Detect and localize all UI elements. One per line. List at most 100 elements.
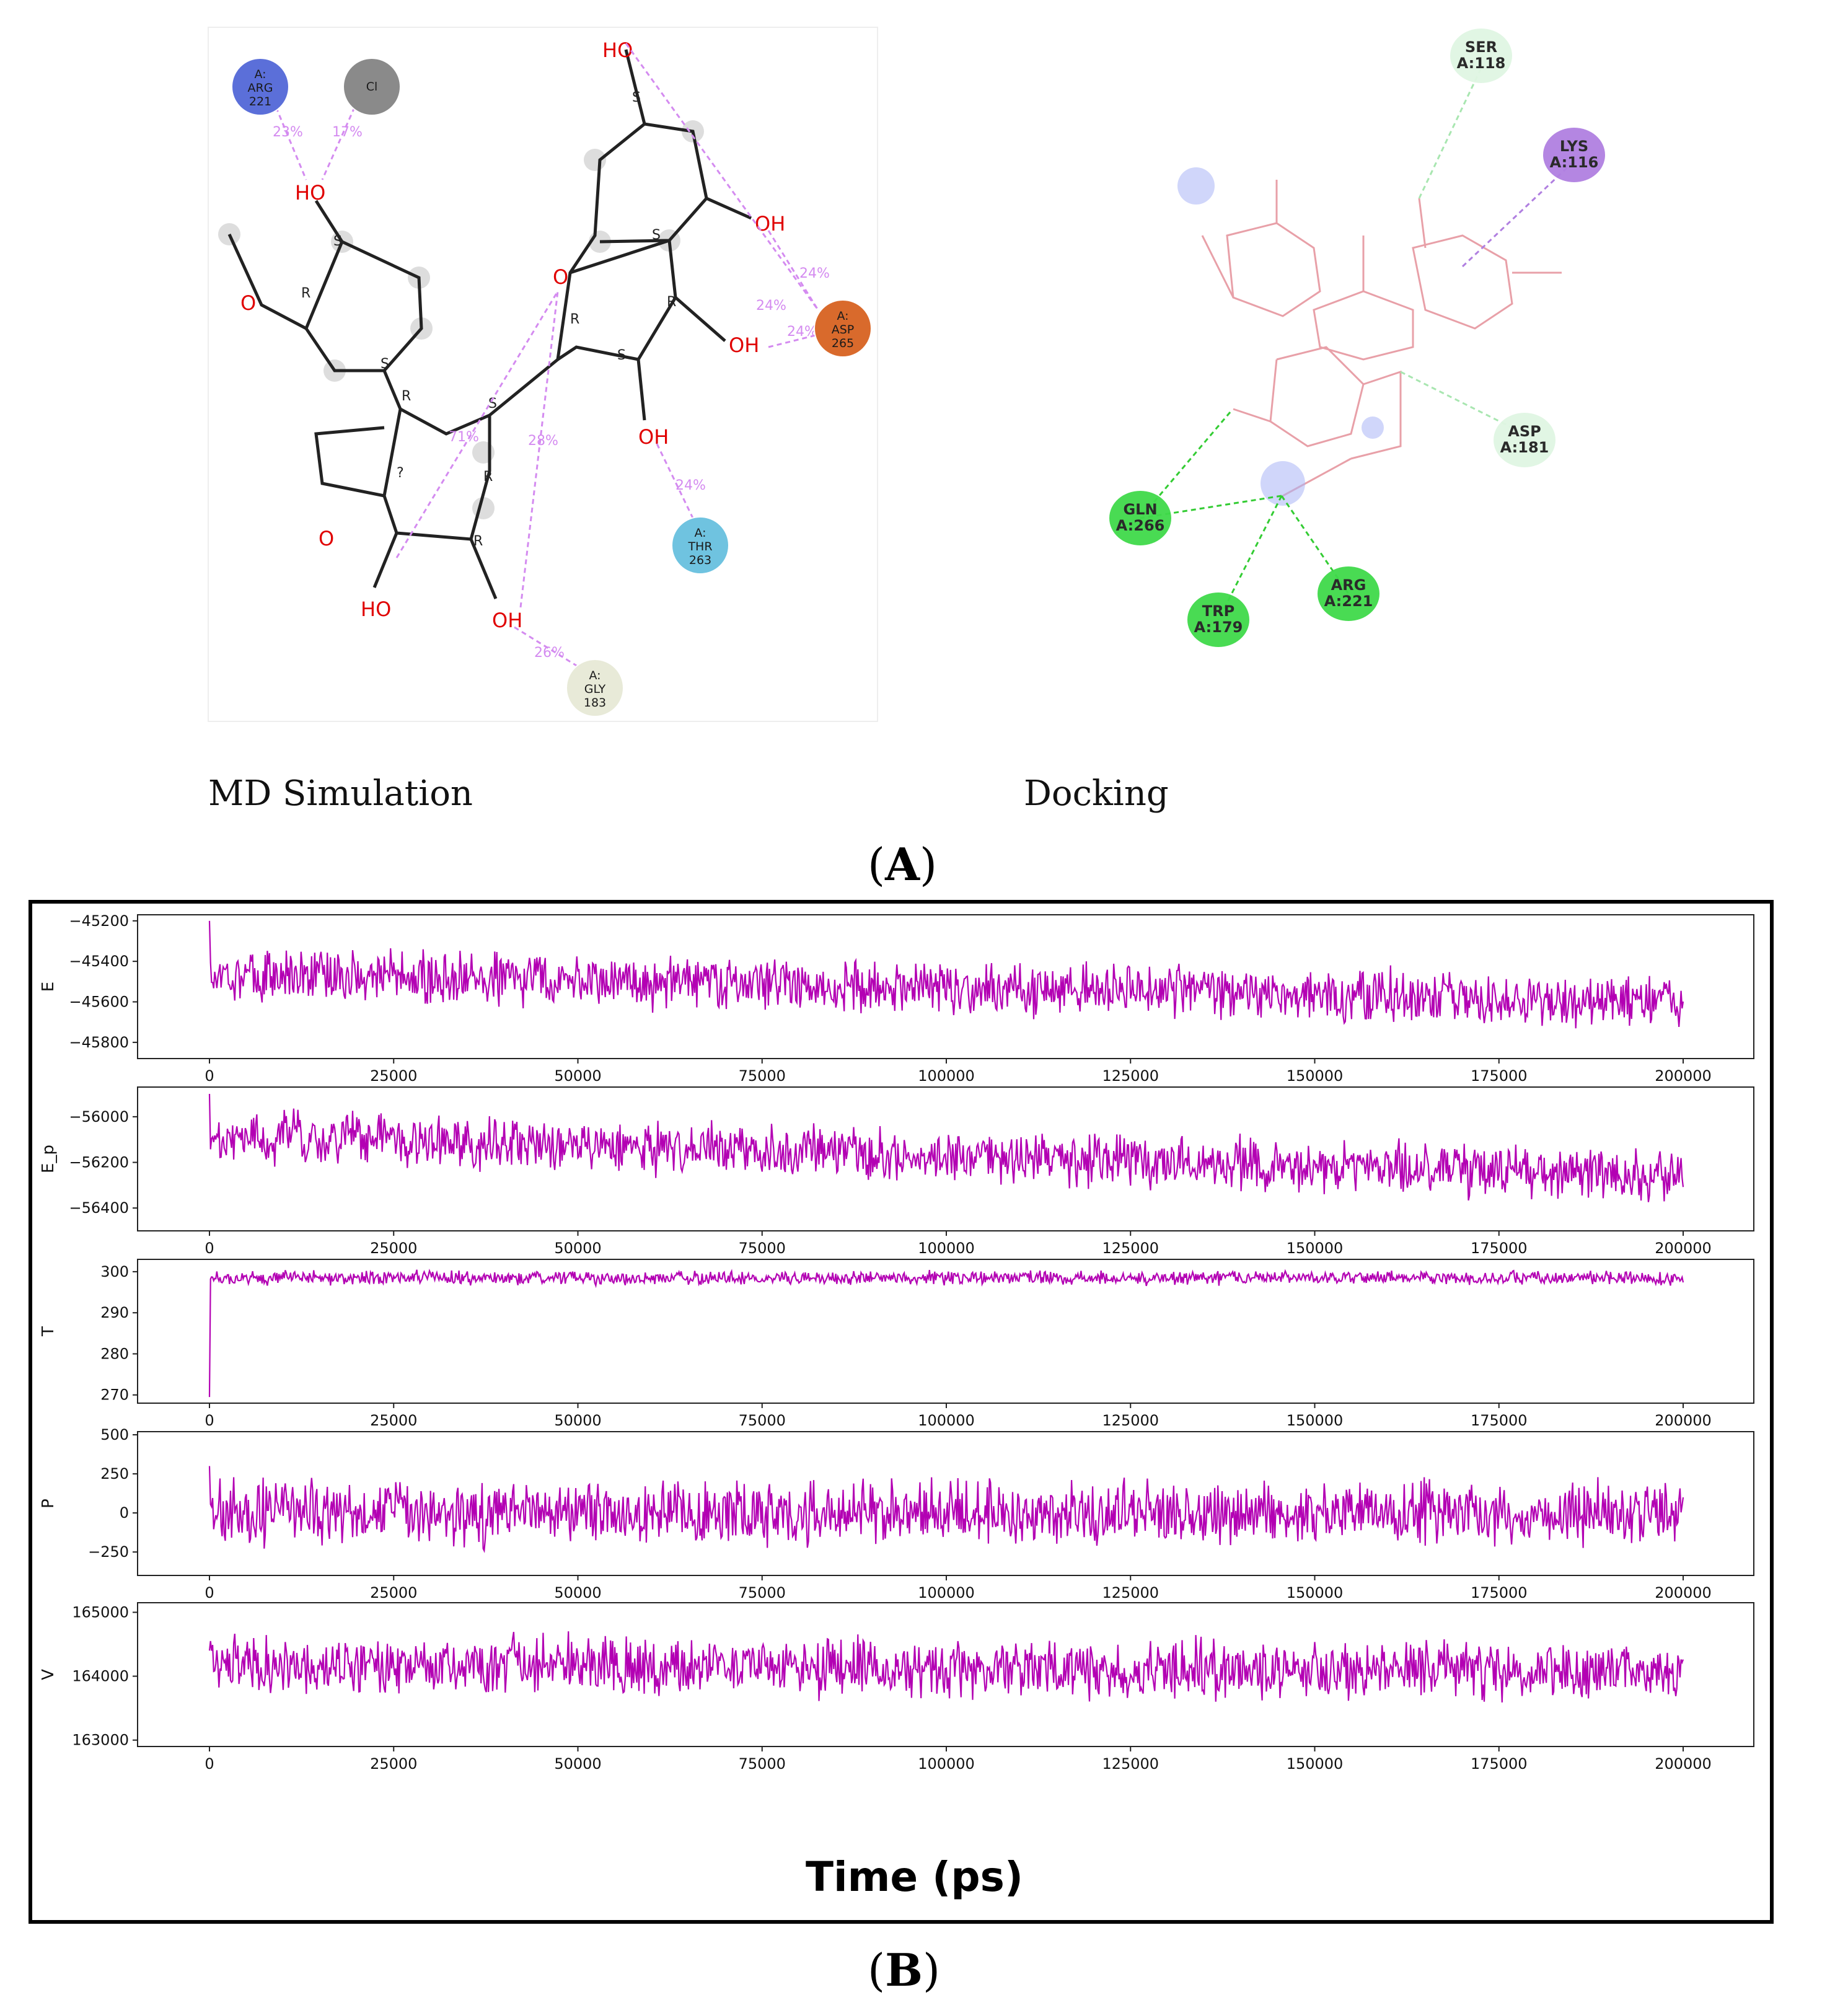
x-tick-label: 25000 xyxy=(370,1755,417,1773)
x-tick-label: 75000 xyxy=(739,1755,786,1773)
md-molecule xyxy=(218,49,752,599)
svg-text:R: R xyxy=(473,534,483,549)
x-tick-label: 200000 xyxy=(1655,1067,1712,1085)
series-trace xyxy=(208,1093,1684,1202)
x-tick-label: 175000 xyxy=(1471,1755,1528,1773)
panel-b-letter: B xyxy=(885,1944,923,1996)
md-residue-circle xyxy=(343,58,401,116)
x-tick-label: 125000 xyxy=(1102,1584,1159,1601)
x-tick-label: 50000 xyxy=(554,1584,601,1601)
x-tick-label: 50000 xyxy=(554,1067,601,1085)
docking-residue-label: ASP xyxy=(1508,423,1541,440)
docking-residue-label: A:181 xyxy=(1500,439,1549,456)
md-percent-label: 24% xyxy=(787,324,817,340)
md-percent-label: 24% xyxy=(799,266,830,281)
md-residue-label: 183 xyxy=(584,696,606,710)
svg-text:S: S xyxy=(488,396,497,412)
x-tick-label: 50000 xyxy=(554,1240,601,1257)
panel-b-label: (B) xyxy=(868,1944,941,1996)
svg-text:?: ? xyxy=(397,465,404,481)
md-percent-label: 26% xyxy=(534,645,565,661)
y-tick-label: −56400 xyxy=(69,1199,129,1217)
y-tick-label: 163000 xyxy=(72,1732,129,1749)
md-residue-label: A: xyxy=(694,526,706,540)
svg-text:R: R xyxy=(667,294,676,310)
md-simulation-caption: MD Simulation xyxy=(208,773,473,814)
md-residue-label: ARG xyxy=(248,81,273,95)
x-tick-label: 0 xyxy=(205,1584,214,1601)
md-residue-node: Cl xyxy=(343,58,401,116)
x-tick-label: 150000 xyxy=(1287,1412,1344,1429)
svg-text:S: S xyxy=(652,227,661,243)
x-tick-label: 75000 xyxy=(739,1412,786,1429)
md-interaction-percents: 23% 17%24%24%24%26%71% 28%24% xyxy=(273,125,830,661)
md-residue-label: GLY xyxy=(584,682,606,696)
md-residue-label: Cl xyxy=(366,80,378,94)
y-tick-label: 500 xyxy=(100,1426,129,1443)
y-tick-label: −45400 xyxy=(69,953,129,970)
y-tick-label: 250 xyxy=(100,1465,129,1482)
docking-residue-label: A:221 xyxy=(1324,592,1373,610)
subplot-E_p: −56000 −56200 −56400 0 25000 50000 75000 100000… xyxy=(39,1086,1754,1257)
md-residue-label: 265 xyxy=(832,337,854,350)
x-tick-label: 100000 xyxy=(918,1412,975,1429)
y-tick-label: −45200 xyxy=(69,912,129,930)
series-trace xyxy=(208,920,1684,1029)
docking-residue-label: ARG xyxy=(1331,576,1366,594)
y-tick-label: 290 xyxy=(100,1304,129,1321)
x-tick-label: 175000 xyxy=(1471,1067,1528,1085)
x-tick-label: 75000 xyxy=(739,1240,786,1257)
svg-text:S: S xyxy=(381,356,389,372)
docking-molecule xyxy=(1201,180,1562,497)
y-axis-label: T xyxy=(39,1326,58,1337)
svg-text:R: R xyxy=(301,286,310,301)
x-tick-label: 0 xyxy=(205,1412,214,1429)
svg-text:S: S xyxy=(617,348,626,363)
x-tick-label: 75000 xyxy=(739,1584,786,1601)
x-tick-label: 75000 xyxy=(739,1067,786,1085)
y-tick-label: −56200 xyxy=(69,1154,129,1171)
svg-text:R: R xyxy=(570,312,579,327)
docking-residue-circle xyxy=(1187,592,1249,647)
y-tick-label: 165000 xyxy=(72,1603,129,1621)
docking-residue-label: GLN xyxy=(1123,501,1157,518)
x-tick-label: 125000 xyxy=(1102,1240,1159,1257)
series-trace xyxy=(208,1268,1684,1398)
svg-text:O: O xyxy=(240,291,256,315)
x-tick-label: 0 xyxy=(205,1067,214,1085)
docking-residue-label: A:179 xyxy=(1194,619,1243,636)
md-percent-label: 24% xyxy=(756,298,786,314)
svg-text:HO: HO xyxy=(295,181,325,205)
subplot-frame xyxy=(137,914,1754,1059)
svg-text:S: S xyxy=(632,90,641,105)
x-tick-label: 100000 xyxy=(918,1755,975,1773)
docking-residue-circle xyxy=(1318,566,1379,621)
md-percent-label: 28% xyxy=(528,433,558,449)
docking-residue-circle xyxy=(1543,128,1605,182)
docking-residue-label: A:266 xyxy=(1116,517,1165,534)
md-residue-label: A: xyxy=(589,669,601,682)
x-tick-label: 25000 xyxy=(370,1584,417,1601)
md-residue-circle xyxy=(671,516,729,575)
x-tick-label: 175000 xyxy=(1471,1584,1528,1601)
md-residue-circle xyxy=(231,58,289,116)
x-tick-label: 25000 xyxy=(370,1067,417,1085)
y-tick-label: 164000 xyxy=(72,1668,129,1685)
x-tick-label: 150000 xyxy=(1287,1584,1344,1601)
md-residue-label: ASP xyxy=(832,323,855,337)
subplot-E: −45200 −45400 −45600 −45800 0 25000 50000 75000… xyxy=(39,912,1754,1085)
svg-text:O: O xyxy=(319,527,334,550)
svg-text:R: R xyxy=(402,389,411,404)
svg-text:OH: OH xyxy=(729,333,759,357)
docking-residue-label: SER xyxy=(1465,38,1497,56)
md-residue-label: THR xyxy=(687,540,712,553)
md-percent-label: 23% xyxy=(273,125,303,140)
md-percent-label: 24% xyxy=(675,478,706,493)
